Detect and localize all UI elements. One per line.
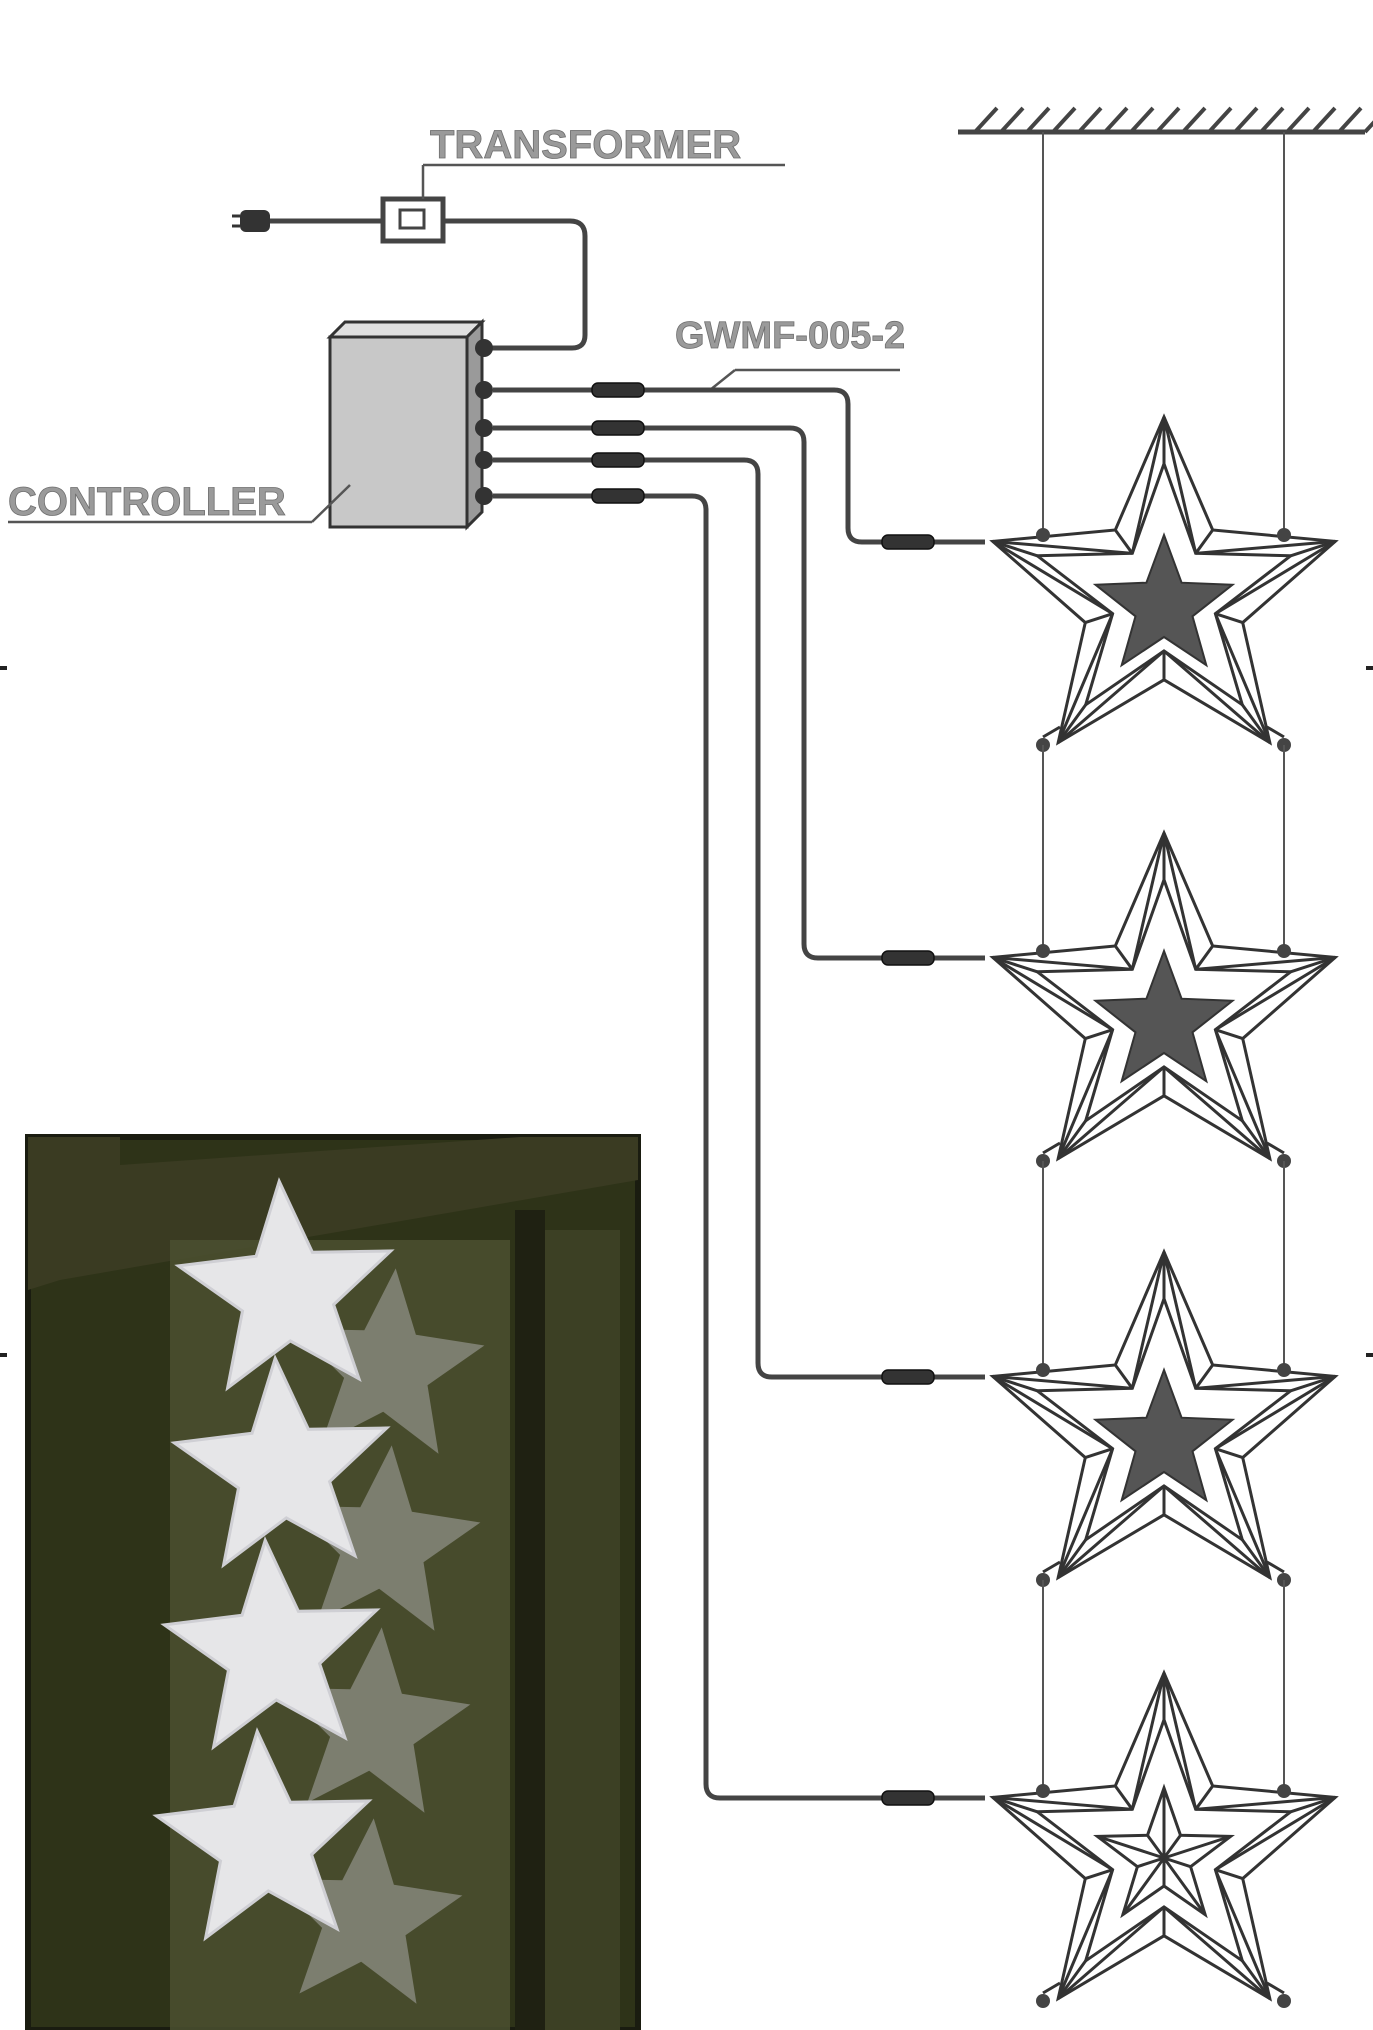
star-center-fill	[1092, 532, 1236, 668]
product-photo	[25, 1134, 641, 2030]
cable-connector	[881, 1369, 935, 1385]
cable-callout: GWMF-005-2	[675, 315, 906, 391]
star-frame	[989, 1248, 1339, 1791]
photo-star-shadow	[290, 1445, 481, 1631]
controller: CONTROLLER	[8, 318, 493, 531]
ceiling-mount	[958, 106, 1373, 135]
cable-label: GWMF-005-2	[675, 315, 905, 357]
cable-connector	[591, 420, 645, 436]
cable-connector	[881, 534, 935, 550]
controller-port	[475, 419, 493, 437]
star-frame	[989, 413, 1339, 951]
cable-run	[493, 425, 985, 961]
controller-port	[475, 451, 493, 469]
controller-port	[475, 339, 493, 357]
photo-star	[152, 1727, 373, 1942]
photo-star-shadow	[272, 1818, 463, 2004]
controller-port	[475, 487, 493, 505]
transformer: TRANSFORMER	[380, 123, 785, 351]
cable-connector	[881, 950, 935, 966]
cable-connector	[591, 488, 645, 504]
photo-star	[160, 1536, 381, 1751]
cable-run	[493, 387, 985, 545]
photo-star-shadow	[294, 1268, 485, 1454]
cable-bundle	[493, 382, 985, 1806]
cable-connector	[591, 382, 645, 398]
margin-marks	[0, 666, 1373, 1357]
star-frames	[989, 413, 1339, 2008]
cable-run	[493, 457, 985, 1380]
controller-port	[475, 381, 493, 399]
hanging-strings	[1042, 132, 1285, 535]
transformer-label: TRANSFORMER	[430, 123, 741, 167]
star-center-fill	[1092, 1367, 1236, 1503]
cable-run	[493, 493, 985, 1801]
controller-label: CONTROLLER	[8, 480, 286, 524]
star-center-fill	[1092, 948, 1236, 1084]
photo-star	[170, 1354, 391, 1569]
photo-star	[174, 1177, 395, 1392]
star-frame	[989, 1669, 1339, 2008]
photo-star-shadow	[280, 1627, 471, 1813]
power-plug-icon	[232, 210, 383, 232]
cable-connector	[591, 452, 645, 468]
cable-connector	[881, 1790, 935, 1806]
star-frame	[989, 829, 1339, 1370]
